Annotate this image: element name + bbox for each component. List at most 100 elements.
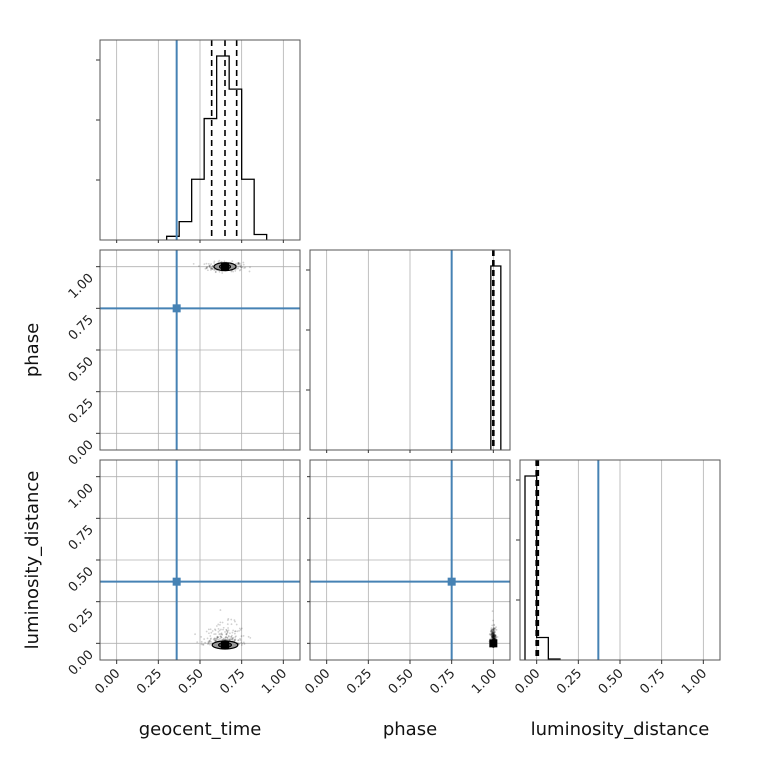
- sample-point-phase-vs-luminosity_distance: [492, 635, 495, 637]
- sample-point-phase-vs-luminosity_distance: [492, 633, 495, 636]
- sample-point-geocent_time-vs-luminosity_distance: [213, 633, 216, 636]
- sample-point-geocent_time-vs-luminosity_distance: [226, 623, 229, 626]
- sample-point-geocent_time-vs-phase: [205, 267, 208, 270]
- sample-point-geocent_time-vs-phase: [210, 266, 213, 269]
- xtick-label-luminosity_distance-3: 0.75: [637, 666, 668, 697]
- sample-point-geocent_time-vs-phase: [213, 269, 216, 271]
- sample-point-phase-vs-luminosity_distance: [492, 631, 495, 634]
- sample-point-geocent_time-vs-luminosity_distance: [227, 617, 230, 620]
- sample-point-phase-vs-luminosity_distance: [493, 631, 495, 634]
- sample-point-phase-vs-luminosity_distance: [494, 637, 497, 640]
- sample-point-phase-vs-luminosity_distance: [491, 637, 493, 640]
- truth-marker-geocent_time-vs-luminosity_distance: [172, 577, 181, 586]
- sample-point-phase-vs-luminosity_distance: [492, 632, 494, 635]
- sample-point-phase-vs-luminosity_distance: [491, 637, 494, 640]
- sample-point-geocent_time-vs-luminosity_distance: [200, 635, 203, 638]
- sample-point-geocent_time-vs-luminosity_distance: [208, 641, 211, 644]
- sample-point-phase-vs-luminosity_distance: [493, 635, 496, 638]
- sample-point-geocent_time-vs-luminosity_distance: [208, 640, 211, 643]
- sample-point-geocent_time-vs-luminosity_distance: [210, 640, 212, 643]
- sample-point-geocent_time-vs-luminosity_distance: [231, 637, 234, 640]
- sample-point-phase-vs-luminosity_distance: [492, 635, 495, 638]
- sample-point-geocent_time-vs-luminosity_distance: [226, 638, 229, 641]
- sample-point-geocent_time-vs-phase: [230, 270, 233, 273]
- sample-point-phase-vs-luminosity_distance: [492, 636, 495, 639]
- sample-point-geocent_time-vs-phase: [237, 263, 240, 266]
- sample-point-geocent_time-vs-luminosity_distance: [230, 638, 233, 641]
- sample-point-geocent_time-vs-luminosity_distance: [220, 636, 223, 639]
- sample-point-geocent_time-vs-luminosity_distance: [242, 641, 245, 644]
- sample-point-geocent_time-vs-phase: [231, 260, 234, 263]
- sample-point-geocent_time-vs-phase: [210, 263, 213, 265]
- sample-point-geocent_time-vs-luminosity_distance: [225, 633, 228, 635]
- sample-point-phase-vs-luminosity_distance: [491, 631, 494, 634]
- sample-point-geocent_time-vs-phase: [214, 270, 217, 273]
- sample-point-phase-vs-luminosity_distance: [494, 628, 497, 630]
- sample-point-geocent_time-vs-luminosity_distance: [209, 628, 212, 631]
- sample-point-phase-vs-luminosity_distance: [493, 634, 495, 637]
- sample-point-phase-vs-luminosity_distance: [488, 633, 491, 636]
- sample-point-phase-vs-luminosity_distance: [492, 636, 495, 639]
- sample-point-geocent_time-vs-luminosity_distance: [221, 638, 224, 641]
- sample-point-phase-vs-luminosity_distance: [490, 635, 493, 638]
- sample-point-geocent_time-vs-luminosity_distance: [221, 633, 224, 636]
- ytick-label-phase-4: 1.00: [66, 271, 97, 302]
- sample-point-geocent_time-vs-phase: [244, 266, 247, 269]
- sample-point-phase-vs-luminosity_distance: [493, 623, 496, 626]
- sample-point-phase-vs-luminosity_distance: [494, 634, 497, 637]
- sample-point-phase-vs-luminosity_distance: [489, 630, 492, 633]
- xtick-label-geocent_time-4: 1.00: [259, 666, 290, 697]
- sample-point-geocent_time-vs-phase: [211, 267, 213, 270]
- sample-point-geocent_time-vs-luminosity_distance: [237, 639, 240, 641]
- sample-point-phase-vs-luminosity_distance: [495, 637, 498, 640]
- sample-point-phase-vs-luminosity_distance: [491, 631, 494, 634]
- sample-point-geocent_time-vs-phase: [223, 260, 226, 263]
- sample-point-geocent_time-vs-luminosity_distance: [207, 628, 210, 631]
- sample-point-phase-vs-luminosity_distance: [493, 635, 495, 638]
- sample-point-geocent_time-vs-luminosity_distance: [216, 638, 219, 641]
- sample-point-geocent_time-vs-luminosity_distance: [213, 639, 216, 642]
- sample-point-geocent_time-vs-luminosity_distance: [217, 636, 220, 639]
- sample-point-phase-vs-luminosity_distance: [491, 637, 493, 640]
- sample-point-geocent_time-vs-luminosity_distance: [238, 643, 240, 646]
- sample-point-geocent_time-vs-phase: [206, 266, 208, 269]
- sample-point-geocent_time-vs-phase: [237, 267, 240, 270]
- sample-point-geocent_time-vs-phase: [204, 267, 207, 270]
- sample-point-geocent_time-vs-luminosity_distance: [221, 621, 224, 624]
- sample-point-phase-vs-luminosity_distance: [492, 635, 494, 638]
- xtick-label-phase-3: 0.75: [427, 666, 458, 697]
- sample-point-phase-vs-luminosity_distance: [490, 630, 493, 633]
- sample-point-phase-vs-luminosity_distance: [492, 634, 495, 637]
- sample-point-phase-vs-luminosity_distance: [491, 632, 494, 635]
- sample-point-phase-vs-luminosity_distance: [492, 634, 495, 636]
- sample-point-geocent_time-vs-luminosity_distance: [238, 627, 241, 630]
- sample-point-geocent_time-vs-luminosity_distance: [206, 637, 209, 640]
- x-axis-label-geocent_time: geocent_time: [139, 719, 262, 740]
- sample-point-phase-vs-luminosity_distance: [491, 633, 494, 636]
- xtick-label-luminosity_distance-2: 0.50: [596, 666, 627, 697]
- sample-point-geocent_time-vs-luminosity_distance: [202, 643, 205, 646]
- sample-point-geocent_time-vs-luminosity_distance: [222, 638, 225, 641]
- xtick-label-geocent_time-3: 0.75: [217, 666, 248, 697]
- sample-point-geocent_time-vs-luminosity_distance: [214, 629, 217, 632]
- sample-point-geocent_time-vs-luminosity_distance: [212, 638, 215, 641]
- truth-marker-geocent_time-vs-phase: [172, 304, 181, 313]
- ytick-label-phase-0: 0.00: [66, 438, 97, 469]
- sample-point-phase-vs-luminosity_distance: [493, 637, 496, 640]
- sample-point-phase-vs-luminosity_distance: [492, 633, 495, 636]
- sample-point-geocent_time-vs-luminosity_distance: [234, 638, 237, 641]
- y-axis-label-phase: phase: [22, 323, 43, 377]
- sample-point-phase-vs-luminosity_distance: [493, 637, 496, 640]
- sample-point-phase-vs-luminosity_distance: [492, 634, 494, 637]
- sample-point-geocent_time-vs-luminosity_distance: [218, 633, 221, 636]
- sample-point-phase-vs-luminosity_distance: [493, 632, 496, 635]
- sample-point-geocent_time-vs-luminosity_distance: [227, 627, 229, 629]
- sample-point-phase-vs-luminosity_distance: [492, 636, 494, 639]
- sample-point-geocent_time-vs-luminosity_distance: [209, 635, 212, 637]
- sample-point-phase-vs-luminosity_distance: [492, 635, 495, 638]
- sample-point-phase-vs-luminosity_distance: [491, 633, 494, 636]
- sample-point-geocent_time-vs-phase: [208, 264, 211, 267]
- sample-point-geocent_time-vs-luminosity_distance: [226, 632, 229, 634]
- sample-point-geocent_time-vs-phase: [206, 269, 209, 272]
- sample-point-phase-vs-luminosity_distance: [492, 635, 495, 638]
